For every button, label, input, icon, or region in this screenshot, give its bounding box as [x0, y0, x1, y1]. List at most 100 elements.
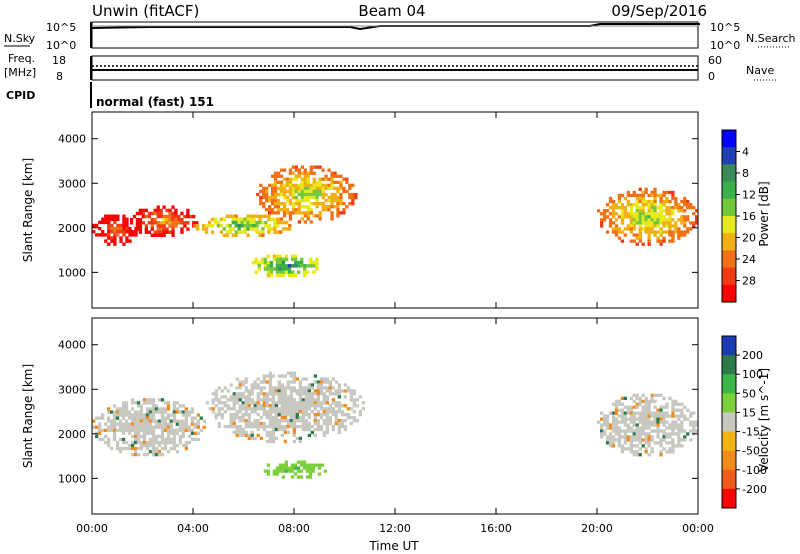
data-cell: [617, 193, 622, 198]
data-cell: [258, 214, 262, 218]
data-cell: [285, 199, 290, 203]
data-cell: [271, 401, 275, 405]
data-cell: [278, 264, 283, 268]
data-cell: [181, 410, 185, 414]
data-cell: [256, 419, 260, 423]
data-cell: [133, 428, 138, 432]
nsky-panel: N.Sky 10^5 10^0 10^5 10^0 N.Search: [4, 21, 796, 52]
data-cell: [282, 192, 287, 197]
data-cell: [267, 217, 271, 222]
data-cell: [281, 273, 286, 278]
data-cell: [327, 205, 331, 209]
data-cell: [259, 398, 263, 402]
data-cell: [635, 215, 639, 219]
data-cell: [232, 419, 236, 423]
data-cell: [136, 404, 141, 408]
data-cell: [107, 214, 111, 218]
data-cell: [277, 398, 281, 402]
data-cell: [244, 389, 248, 393]
data-cell: [303, 171, 307, 175]
data-cell: [118, 410, 123, 414]
data-cell: [288, 224, 292, 228]
y-tick-label: 3000: [58, 383, 86, 396]
data-cell: [288, 217, 293, 221]
data-cell: [296, 466, 301, 470]
data-cell: [653, 199, 657, 204]
data-cell: [216, 220, 221, 225]
data-cell: [617, 432, 622, 436]
nsky-tick-top: 10^5: [46, 21, 76, 34]
data-cell: [626, 215, 630, 219]
data-cell: [315, 186, 319, 191]
data-cell: [301, 419, 305, 423]
data-cell: [321, 177, 325, 181]
data-cell: [287, 469, 291, 473]
data-cell: [315, 214, 319, 218]
data-cell: [118, 446, 123, 451]
data-cell: [298, 383, 302, 387]
data-cell: [358, 413, 362, 417]
data-cell: [662, 230, 666, 234]
data-cell: [292, 421, 296, 426]
data-cell: [247, 424, 251, 429]
data-cell: [172, 404, 176, 408]
data-cell: [319, 380, 323, 384]
data-cell: [280, 427, 284, 432]
data-cell: [187, 410, 191, 414]
data-cell: [674, 196, 678, 201]
data-cell: [632, 435, 636, 439]
data-cell: [659, 453, 663, 457]
data-cell: [229, 421, 233, 426]
data-cell: [274, 389, 278, 393]
data-cell: [300, 264, 304, 268]
data-cell: [286, 430, 290, 435]
data-cell: [283, 430, 287, 435]
data-cell: [163, 401, 168, 405]
data-cell: [229, 398, 233, 402]
data-cell: [107, 425, 111, 429]
data-cell: [262, 192, 266, 197]
data-cell: [617, 399, 622, 403]
data-cell: [160, 422, 165, 426]
data-cell: [617, 414, 622, 418]
data-cell: [665, 206, 669, 210]
data-cell: [118, 407, 123, 411]
data-cell: [644, 224, 648, 228]
data-cell: [623, 405, 627, 409]
data-cell: [288, 183, 293, 187]
data-cell: [322, 392, 326, 396]
data-cell: [266, 463, 270, 467]
data-cell: [156, 221, 160, 225]
data-cell: [671, 450, 675, 454]
data-cell: [322, 380, 326, 384]
data-cell: [312, 186, 316, 191]
data-cell: [632, 233, 636, 237]
data-cell: [307, 392, 311, 396]
data-cell: [303, 180, 307, 184]
data-cell: [163, 425, 168, 429]
data-cell: [118, 419, 123, 423]
data-cell: [107, 428, 111, 432]
data-cell: [662, 236, 666, 240]
data-cell: [130, 398, 135, 402]
data-cell: [635, 450, 639, 454]
data-cell: [268, 439, 272, 444]
data-cell: [124, 422, 129, 426]
data-cell: [620, 450, 625, 454]
data-cell: [178, 419, 182, 423]
data-cell: [101, 233, 105, 237]
data-cell: [122, 226, 126, 231]
data-cell: [279, 186, 284, 191]
data-cell: [181, 404, 185, 408]
data-cell: [171, 227, 175, 231]
data-cell: [163, 428, 168, 432]
data-cell: [190, 437, 194, 442]
data-cell: [302, 460, 307, 464]
data-cell: [680, 221, 684, 225]
data-cell: [351, 183, 355, 187]
data-cell: [288, 171, 293, 175]
data-cell: [647, 411, 651, 415]
data-cell: [276, 224, 280, 228]
data-cell: [318, 214, 322, 218]
data-cell: [623, 432, 627, 436]
